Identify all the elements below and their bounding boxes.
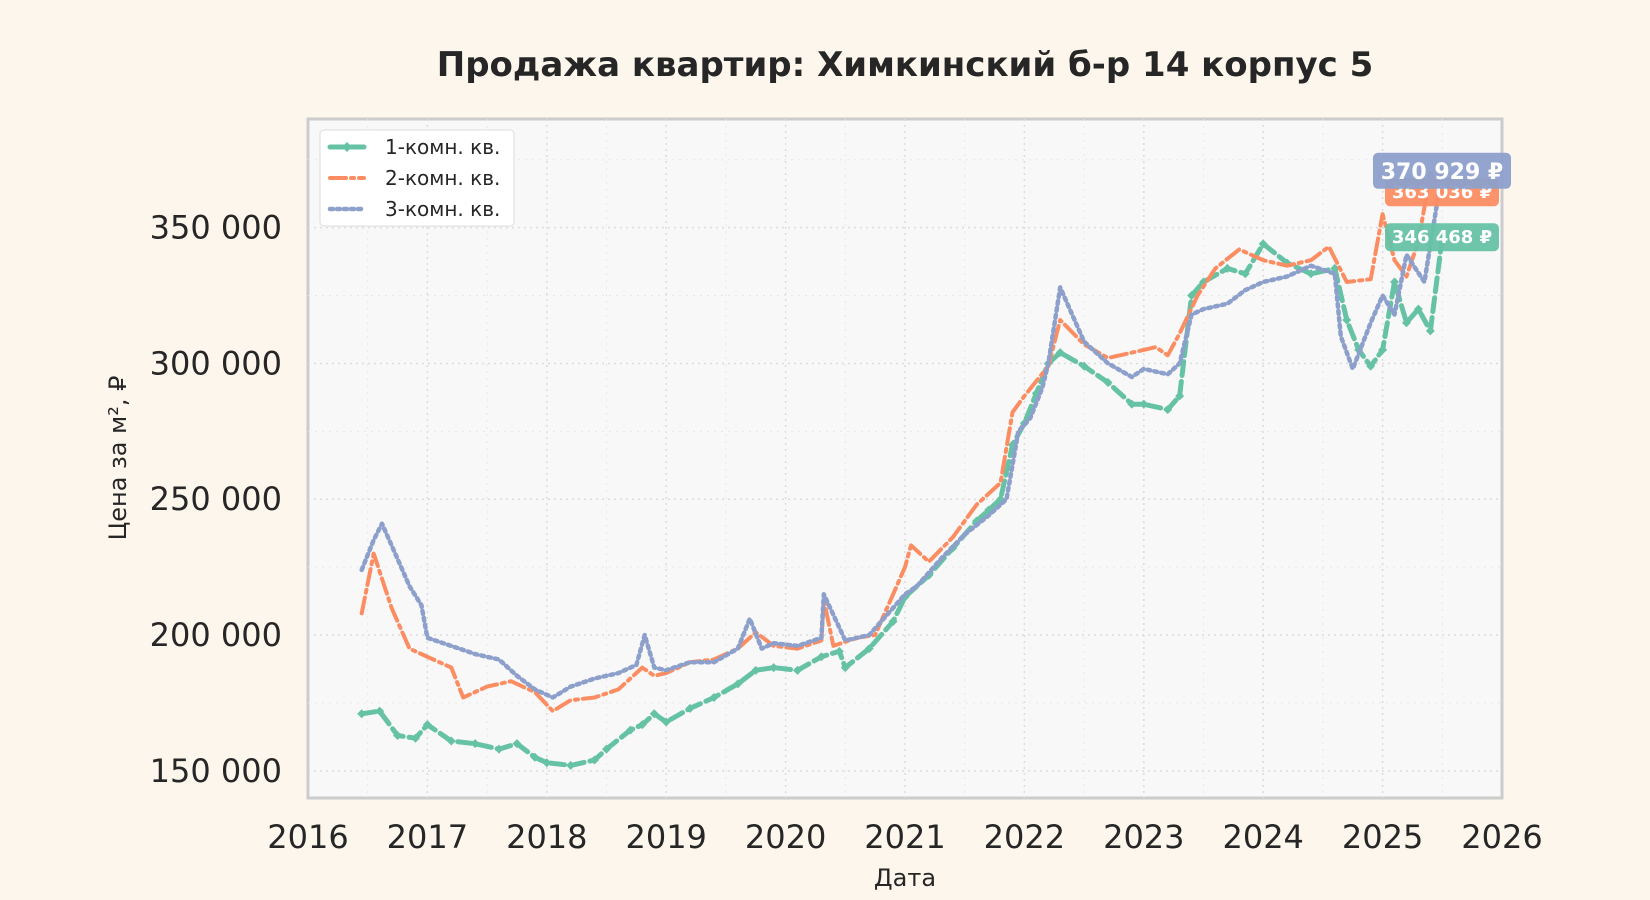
data-point [733, 679, 743, 689]
legend-label: 2-комн. кв. [385, 166, 500, 190]
last-value-badge: 346 468 ₽ [1385, 223, 1499, 252]
series-2 [359, 171, 1445, 714]
data-point [751, 665, 761, 675]
data-point [709, 693, 719, 703]
y-tick-label: 250 000 [150, 480, 282, 518]
data-point [769, 663, 779, 673]
data-point [422, 720, 432, 730]
data-point [1366, 361, 1376, 371]
data-point [840, 663, 850, 673]
x-tick-label: 2021 [864, 818, 945, 856]
data-point [888, 616, 898, 626]
chart-title: Продажа квартир: Химкинский б-р 14 корпу… [437, 45, 1374, 85]
legend-label: 1-комн. кв. [385, 135, 500, 159]
badge-text: 370 929 ₽ [1381, 160, 1503, 185]
data-point [512, 739, 522, 749]
y-tick-label: 150 000 [150, 752, 282, 790]
y-tick-label: 350 000 [150, 209, 282, 247]
series-line [359, 168, 1445, 700]
data-point [625, 725, 635, 735]
y-axis-label: Цена за м², ₽ [104, 376, 132, 541]
data-point [566, 760, 576, 770]
data-point [410, 733, 420, 743]
data-point [834, 646, 844, 656]
data-point [1079, 361, 1089, 371]
data-point [590, 755, 600, 765]
data-point [637, 720, 647, 730]
data-point [1413, 304, 1423, 314]
last-value-badge: 370 929 ₽ [1373, 152, 1511, 189]
grid [308, 119, 1502, 798]
y-tick-label: 200 000 [150, 616, 282, 654]
data-point [864, 644, 874, 654]
data-point [357, 709, 367, 719]
x-tick-label: 2023 [1103, 818, 1184, 856]
data-point [1139, 399, 1149, 409]
data-point [1306, 269, 1316, 279]
data-point [542, 758, 552, 768]
legend-item-3: 3-комн. кв. [327, 197, 500, 221]
data-point [375, 706, 385, 716]
badge-text: 346 468 ₽ [1392, 227, 1492, 248]
legend-label: 3-комн. кв. [385, 197, 500, 221]
data-point [793, 665, 803, 675]
data-point [1187, 291, 1197, 301]
x-tick-label: 2019 [625, 818, 706, 856]
legend-item-2: 2-комн. кв. [328, 166, 500, 190]
badge-bg [1385, 223, 1499, 252]
data-point [1401, 318, 1411, 328]
data-point [530, 752, 540, 762]
data-point [1175, 391, 1185, 401]
data-point [1103, 377, 1113, 387]
series-line [359, 171, 1445, 714]
data-point [1127, 399, 1137, 409]
data-point [1258, 239, 1268, 249]
data-point [649, 709, 659, 719]
x-tick-label: 2018 [506, 818, 587, 856]
data-point [1342, 315, 1352, 325]
x-tick-label: 2020 [745, 818, 826, 856]
data-point [1240, 269, 1250, 279]
legend-item-1: 1-комн. кв. [327, 135, 500, 159]
data-point [661, 717, 671, 727]
data-point [1163, 405, 1173, 415]
y-axis-ticks: 150 000 200 000 250 000 300 000 350 000 [150, 209, 282, 790]
last-value-labels: 346 468 ₽363 036 ₽370 929 ₽ [1373, 152, 1511, 252]
data-point [470, 739, 480, 749]
series-3 [359, 168, 1445, 700]
data-point [1330, 263, 1340, 273]
data-point [816, 652, 826, 662]
badge-bg [1373, 152, 1511, 189]
data-point [1390, 277, 1400, 287]
x-axis-ticks: 2016 2017 2018 2019 2020 2021 2022 2023 2024 2025… [267, 818, 1542, 856]
series-group [357, 168, 1447, 770]
data-point [494, 744, 504, 754]
y-tick-label: 300 000 [150, 344, 282, 382]
legend-marker [342, 142, 352, 152]
data-point [602, 744, 611, 754]
x-axis-label: Дата [874, 864, 936, 892]
legend-box [319, 129, 515, 227]
data-point [1222, 263, 1232, 273]
x-tick-label: 2017 [387, 818, 468, 856]
data-point [685, 703, 695, 713]
data-point [393, 731, 403, 741]
x-tick-label: 2016 [267, 818, 348, 856]
x-tick-label: 2026 [1461, 818, 1542, 856]
data-point [446, 736, 456, 746]
x-tick-label: 2022 [984, 818, 1065, 856]
data-point [1425, 326, 1435, 336]
x-tick-label: 2025 [1342, 818, 1423, 856]
x-tick-label: 2024 [1222, 818, 1303, 856]
legend: 1-комн. кв. 2-комн. кв. 3-комн. кв. [319, 129, 515, 227]
data-point [1055, 348, 1065, 358]
data-point [1378, 345, 1388, 355]
